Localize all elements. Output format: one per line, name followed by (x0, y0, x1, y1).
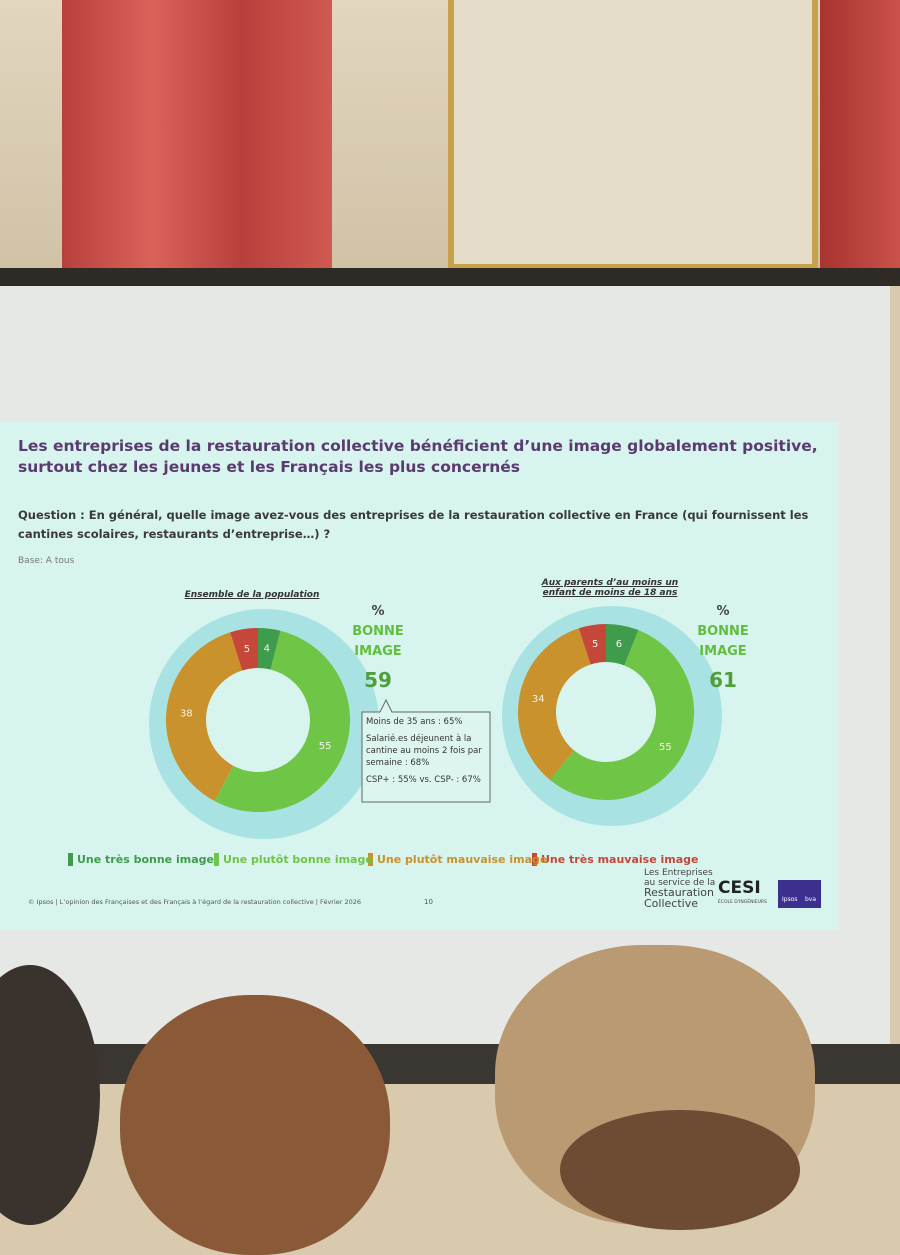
donut-segment (549, 630, 694, 801)
cesi-logo: CESI (718, 878, 761, 898)
legend-label: Une très mauvaise image (541, 853, 699, 866)
curtain-right (820, 0, 900, 270)
chart: 4 55 38 5 6 55 34 5 (68, 606, 722, 866)
value-label: 4 (264, 644, 270, 655)
legend-swatch (68, 853, 73, 866)
legend-swatch (532, 853, 537, 866)
logo-line: au service de la (644, 878, 716, 888)
audience-head (120, 995, 390, 1255)
slide-title: Les entreprises de la restauration colle… (18, 437, 818, 476)
value-label: 5 (592, 639, 598, 650)
footer: © Ipsos | L’opinion des Françaises et de… (28, 898, 362, 906)
kpi-value: 61 (709, 668, 737, 692)
value-label: 55 (319, 741, 332, 752)
kpi-value: 59 (364, 668, 392, 692)
logo-line: Collective (644, 897, 698, 910)
donut-segment (166, 632, 243, 802)
legend-label: Une plutôt bonne image (223, 853, 373, 866)
logo-line: Les Entreprises (644, 868, 713, 878)
kpi-unit: % (716, 604, 730, 619)
value-label: 55 (659, 742, 672, 753)
chart-subtitle: Ensemble de la population (184, 590, 320, 600)
donut-segment (578, 624, 606, 665)
bva-logo: bva (805, 896, 817, 903)
curtain-left (62, 0, 332, 278)
legend-swatch (368, 853, 373, 866)
legend-label: Une très bonne image (77, 853, 214, 866)
donut-segment (606, 624, 639, 666)
gold-frame (448, 0, 818, 270)
donut-segment (230, 628, 258, 671)
donut-segment (517, 628, 591, 780)
page-number: 10 (424, 898, 433, 906)
kpi-label: BONNE IMAGE (697, 624, 749, 659)
value-label: 5 (244, 644, 250, 655)
value-label: 34 (532, 694, 545, 705)
annotation: Moins de 35 ans : 65% Salarié.es déjeunen… (366, 716, 486, 791)
donut-segment (258, 628, 281, 670)
chart-subtitle: Aux parents d’au moins un enfant de moin… (541, 578, 679, 598)
annotation-line: Moins de 35 ans : 65% (366, 717, 463, 727)
logo-text: Les Entreprises au service de la Restaur… (644, 868, 715, 910)
base: Base: A tous (18, 556, 75, 566)
ipsos-logo: Ipsos (782, 896, 798, 903)
kpi-unit: % (371, 604, 385, 619)
legend-label: Une plutôt mauvaise image (377, 853, 548, 866)
value-label: 38 (180, 708, 193, 719)
legend-swatch (214, 853, 219, 866)
question: Question : En général, quelle image avez… (18, 508, 809, 541)
audience-head (560, 1110, 800, 1230)
screen-bar (0, 268, 900, 286)
annotation-line: Salarié.es déjeunent à la cantine au moi… (366, 734, 482, 768)
donut-segment (214, 630, 351, 813)
logo-line: Restauration (644, 886, 715, 899)
cesi-sub: ÉCOLE D'INGÉNIEURS (718, 900, 767, 905)
kpi-label: BONNE IMAGE (352, 624, 404, 659)
annotation-box (361, 698, 491, 803)
annotation-line: CSP+ : 55% vs. CSP- : 67% (366, 775, 481, 785)
ipsos-bva-logo: Ipsos bva (778, 880, 821, 908)
value-label: 6 (616, 639, 622, 650)
